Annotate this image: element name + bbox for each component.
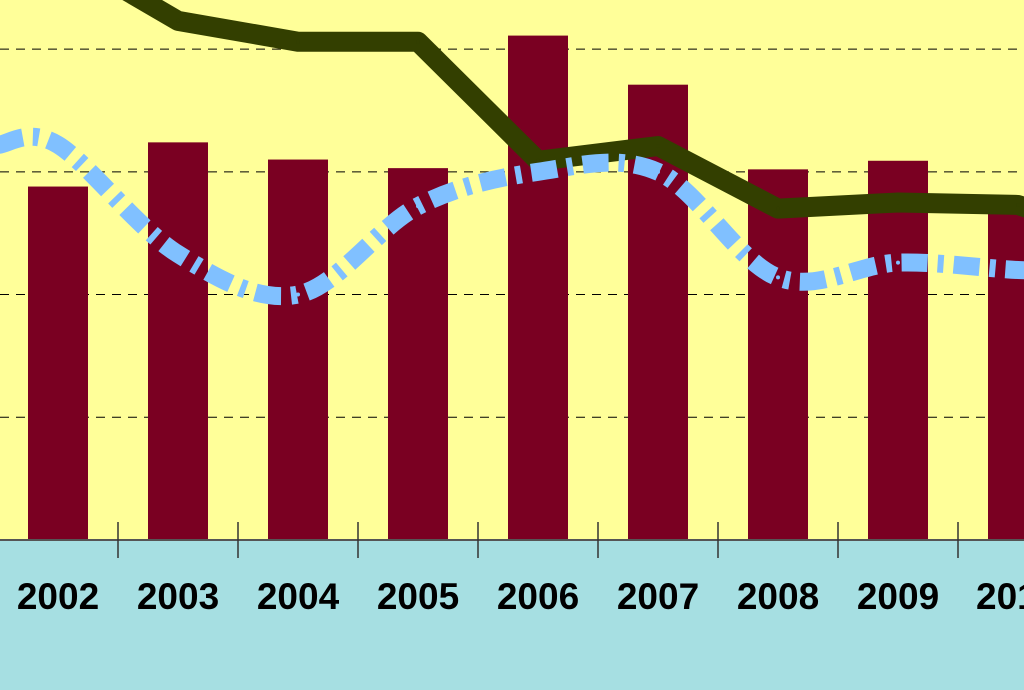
x-axis-ticks — [117, 522, 959, 558]
x-tick-label: 2003 — [137, 576, 219, 617]
solid-line-point-2006 — [536, 158, 540, 163]
x-tick-label: 2007 — [617, 576, 699, 617]
dashed-line-point-2002 — [56, 142, 60, 147]
line-series — [0, 0, 1024, 306]
solid-line-point-2003 — [176, 18, 180, 23]
solid-line-point-2007 — [656, 144, 660, 149]
bar-2006 — [508, 35, 568, 540]
x-tick-label: 201 — [976, 576, 1024, 617]
x-tick-label: 2009 — [857, 576, 939, 617]
dashed-line-point-2004 — [296, 292, 300, 297]
solid-line-point-2010 — [1016, 202, 1020, 207]
dashed-line-point-2003 — [176, 252, 180, 257]
x-tick-label: 2004 — [257, 576, 340, 617]
x-tick-label: 2008 — [737, 576, 819, 617]
dashed-line-point-2007 — [656, 169, 660, 174]
bar-2008 — [748, 169, 808, 540]
dashed-line-point-2009 — [896, 260, 900, 265]
bar-series — [28, 35, 1024, 541]
bar-2004 — [268, 159, 328, 540]
x-tick-label: 2006 — [497, 576, 579, 617]
solid-line-point-2008 — [776, 206, 780, 211]
solid-line-point-2009 — [896, 200, 900, 205]
dashed-line-point-2010 — [1016, 268, 1020, 272]
dashed-line-point-2006 — [536, 169, 540, 174]
x-tick-label: 2005 — [377, 576, 459, 617]
x-axis-labels: 2002 2003 2004 2005 2006 2007 2008 2009 201 — [17, 576, 1024, 617]
bar-2002 — [28, 186, 88, 540]
dashed-line-point-2005 — [416, 204, 420, 209]
bar-2003 — [148, 142, 208, 540]
bar-2010 — [988, 208, 1024, 541]
solid-line-point-2004 — [296, 39, 300, 44]
dashed-line-point-2008 — [776, 275, 780, 280]
bar-2009 — [868, 160, 928, 541]
axis-background — [0, 540, 1024, 690]
solid-line-point-2005 — [416, 39, 420, 44]
x-tick-label: 2002 — [17, 576, 99, 617]
